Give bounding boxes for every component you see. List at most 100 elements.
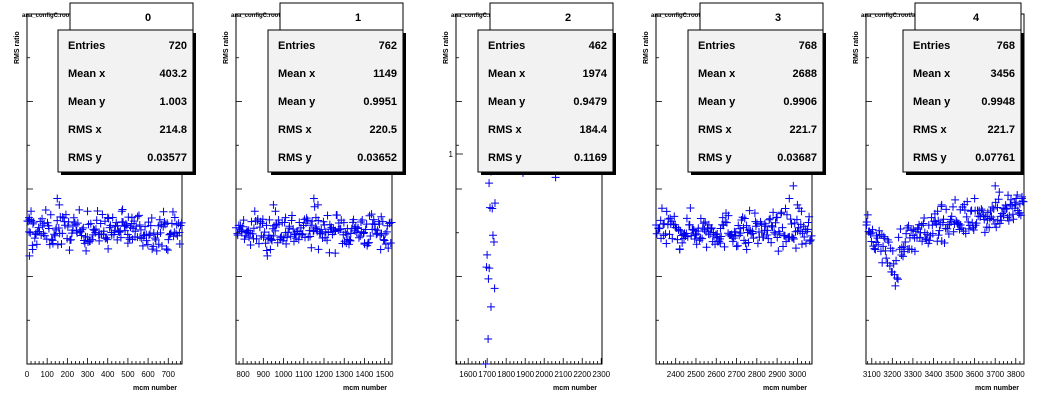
data-point <box>922 235 931 244</box>
data-point <box>269 231 278 240</box>
data-point <box>1004 191 1013 200</box>
stat-label: Mean x <box>68 68 106 80</box>
data-point <box>775 229 784 238</box>
stat-label: RMS x <box>698 124 733 136</box>
data-point <box>749 234 758 243</box>
data-point <box>259 233 268 242</box>
stat-value: 0.1169 <box>574 152 607 164</box>
data-point <box>65 246 74 255</box>
data-point <box>943 224 952 233</box>
x-axis-label: mcm number <box>553 385 597 392</box>
data-point <box>940 238 949 247</box>
data-point <box>54 223 63 232</box>
data-point <box>266 245 275 254</box>
data-point <box>50 230 59 239</box>
data-point <box>149 242 158 251</box>
data-point <box>352 228 361 237</box>
data-point <box>25 227 34 236</box>
x-tick-label: 2500 <box>687 370 705 379</box>
data-point <box>1002 204 1011 213</box>
stat-value: 403.2 <box>159 68 187 80</box>
data-point <box>867 237 876 246</box>
data-point <box>718 213 727 222</box>
data-point <box>904 221 913 230</box>
data-point <box>917 221 926 230</box>
data-point <box>866 230 875 239</box>
data-point <box>368 219 377 228</box>
data-point <box>925 236 934 245</box>
data-point <box>248 229 257 238</box>
data-point <box>135 221 144 230</box>
data-point <box>82 246 91 255</box>
x-tick-label: 3400 <box>925 370 943 379</box>
x-tick-label: 1400 <box>356 370 374 379</box>
data-point <box>116 233 125 242</box>
data-point <box>265 215 274 224</box>
data-point <box>969 226 978 235</box>
data-point <box>977 205 986 214</box>
data-point <box>804 218 813 227</box>
data-point <box>789 235 798 244</box>
data-point <box>948 202 957 211</box>
data-point <box>655 224 664 233</box>
data-point <box>897 243 906 252</box>
data-point <box>993 203 1002 212</box>
data-point <box>985 214 994 223</box>
stats-box <box>267 29 404 173</box>
data-point <box>729 234 738 243</box>
data-point <box>995 188 1004 197</box>
x-tick-label: 2800 <box>748 370 766 379</box>
data-point <box>892 273 901 282</box>
data-point <box>40 219 49 228</box>
x-tick-label: 200 <box>61 370 75 379</box>
data-point <box>40 231 49 240</box>
data-point <box>377 212 386 221</box>
data-point <box>742 221 751 230</box>
data-point <box>233 231 242 240</box>
data-point <box>991 181 1000 190</box>
data-point <box>803 225 812 234</box>
data-point <box>939 215 948 224</box>
data-point <box>280 218 289 227</box>
data-point <box>805 237 814 246</box>
data-point <box>284 228 293 237</box>
data-point <box>365 211 374 220</box>
data-point <box>721 218 730 227</box>
x-tick-label: 2000 <box>535 370 553 379</box>
data-point <box>734 221 743 230</box>
data-point <box>722 218 731 227</box>
data-point <box>161 220 170 229</box>
data-point <box>994 195 1003 204</box>
data-point <box>55 200 64 209</box>
data-point <box>376 231 385 240</box>
data-point <box>175 240 184 249</box>
x-tick-label: 3600 <box>966 370 984 379</box>
data-point <box>670 212 679 221</box>
data-point <box>720 242 729 251</box>
data-point <box>41 205 50 214</box>
data-point <box>769 208 778 217</box>
data-point <box>79 223 88 232</box>
data-point <box>303 216 312 225</box>
data-point <box>921 234 930 243</box>
data-point <box>102 233 111 242</box>
stat-value: 0.9906 <box>783 96 817 108</box>
data-point <box>163 246 172 255</box>
data-point <box>806 235 815 244</box>
data-point <box>1017 194 1026 203</box>
data-point <box>106 221 115 230</box>
stats-box <box>687 29 824 173</box>
data-point <box>281 213 290 222</box>
x-tick-label: 600 <box>141 370 155 379</box>
data-point <box>490 284 499 293</box>
data-point <box>781 204 790 213</box>
stat-label: RMS x <box>913 124 948 136</box>
data-point <box>1011 200 1020 209</box>
data-point <box>1016 211 1025 220</box>
data-point <box>770 228 779 237</box>
data-point <box>333 211 342 220</box>
data-point <box>659 231 668 240</box>
data-point <box>771 218 780 227</box>
stat-label: Mean y <box>698 96 736 108</box>
